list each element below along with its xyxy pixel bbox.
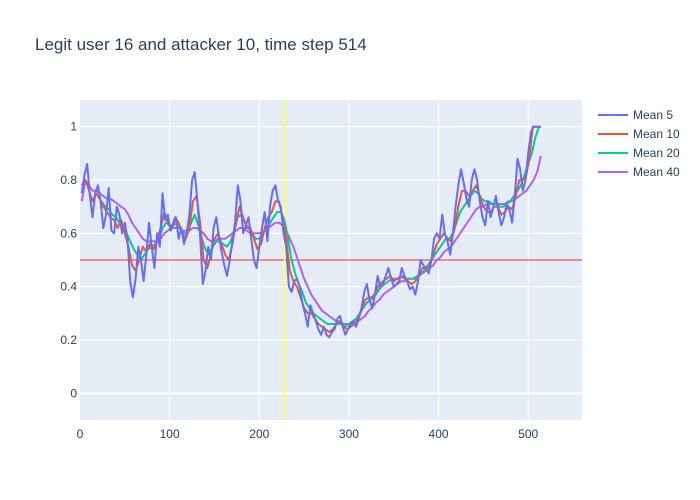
x-tick-label: 500 xyxy=(518,427,538,441)
legend-item[interactable]: Mean 20 xyxy=(598,146,680,160)
legend-label: Mean 10 xyxy=(633,127,680,141)
reference-lines xyxy=(80,100,582,420)
y-tick-label: 0.2 xyxy=(60,333,77,347)
y-tick-label: 0.4 xyxy=(60,280,77,294)
x-tick-label: 200 xyxy=(249,427,269,441)
y-tick-label: 0 xyxy=(70,386,77,400)
x-tick-label: 0 xyxy=(77,427,84,441)
x-tick-label: 400 xyxy=(429,427,449,441)
legend-item[interactable]: Mean 5 xyxy=(598,108,673,122)
chart-title: Legit user 16 and attacker 10, time step… xyxy=(35,35,367,54)
x-tick-label: 300 xyxy=(339,427,359,441)
y-tick-label: 0.8 xyxy=(60,173,77,187)
legend-item[interactable]: Mean 40 xyxy=(598,165,680,179)
legend-label: Mean 40 xyxy=(633,165,680,179)
y-tick-label: 1 xyxy=(70,120,77,134)
legend-item[interactable]: Mean 10 xyxy=(598,127,680,141)
y-tick-label: 0.6 xyxy=(60,226,77,240)
legend-label: Mean 20 xyxy=(633,146,680,160)
legend-label: Mean 5 xyxy=(633,108,673,122)
legend[interactable]: Mean 5 Mean 10 Mean 20 Mean 40 xyxy=(598,108,680,179)
series-line-mean-5 xyxy=(80,125,541,339)
tick-labels: 0 100 200 300 400 500 0 0.2 0.4 0.6 0.8 1 xyxy=(60,120,538,441)
x-tick-label: 100 xyxy=(160,427,180,441)
series-lines xyxy=(80,125,542,339)
